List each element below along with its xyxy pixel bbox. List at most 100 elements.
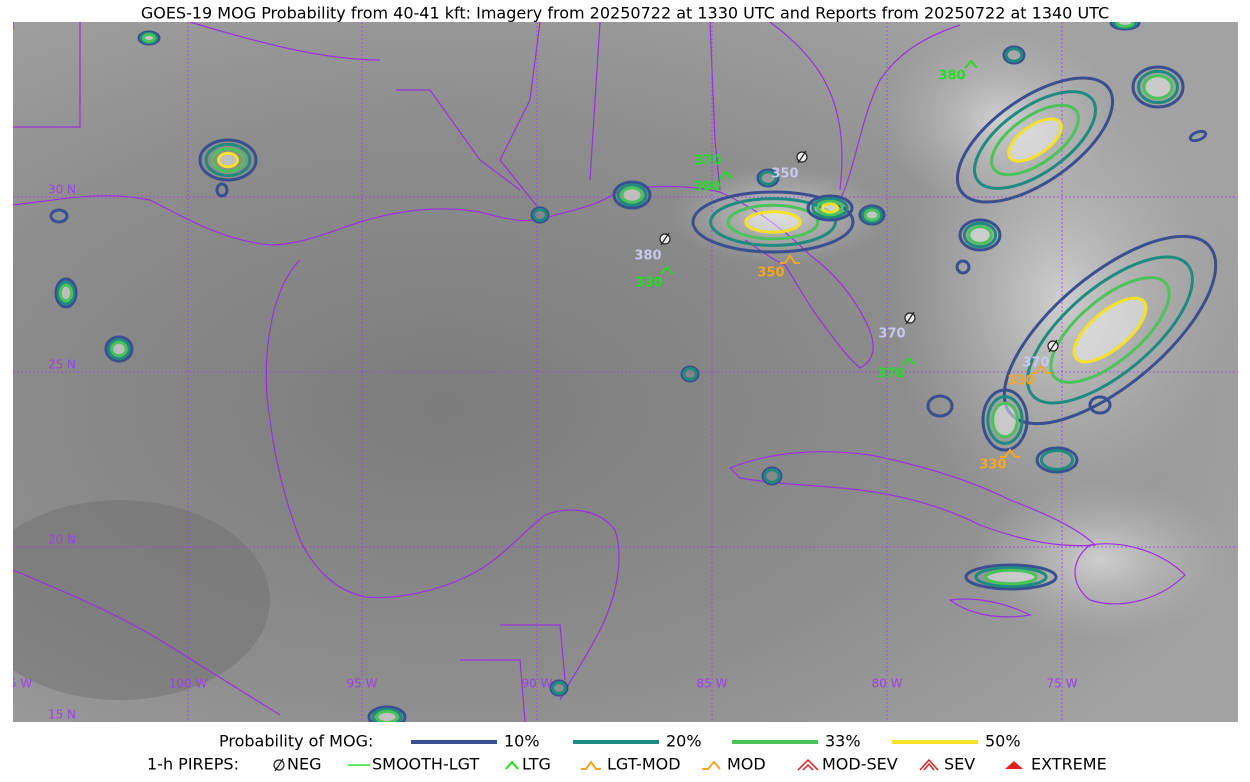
contour [682,367,698,381]
legend-label: 33% [825,732,861,751]
contour [620,186,644,204]
contour [371,707,403,722]
pirep-label: 350 [757,266,784,281]
contour [1115,22,1135,28]
coastline [839,24,961,201]
legend-label: LGT-MOD [607,755,681,774]
lon-label: 105 W [0,677,32,691]
pirep-icon [797,758,819,771]
contour [1142,74,1174,100]
lon-label: 80 W [872,677,903,691]
contour [806,194,854,222]
contour [758,170,778,186]
legend-label: MOD-SEV [822,755,898,774]
coastline [728,451,1097,547]
neg-slash [1048,339,1058,353]
contour [958,218,1002,252]
pirep-label: 370 [1022,356,1049,371]
contour [141,33,157,43]
sev-icon [923,762,935,771]
contour [1072,296,1148,364]
pirep-icon [1031,364,1051,374]
legend-label: SMOOTH-LGT [372,755,479,774]
pirep-icon [904,311,916,325]
ltg-icon [902,356,916,366]
contour [967,225,993,245]
legend-label: 10% [504,732,540,751]
legend-title: 1-h PIREPS: [147,755,239,774]
contour [709,197,837,247]
contour [1002,45,1026,65]
pirep-icon [919,758,939,771]
contour [926,394,954,418]
contour [1035,446,1079,474]
pirep-label: 370 [694,154,721,169]
pirep-icon [505,760,519,770]
contour [551,681,567,695]
pirep-icon [702,760,721,770]
neg-slash [660,232,670,246]
contour [1088,395,1112,415]
ltg-icon [964,59,978,69]
pirep-icon [719,170,733,180]
lat-label: 30 N [48,183,76,197]
cloud-bright [970,480,1230,640]
contour [375,709,399,722]
pirep-icon [660,265,674,275]
lgtmod-icon [1031,364,1051,374]
extreme-icon [1005,761,1023,769]
contour [863,208,881,222]
contour [532,208,548,222]
legend-label: 20% [666,732,702,751]
lon-label: 100 W [169,677,208,691]
modsev-icon [797,758,819,771]
contour [549,679,569,697]
title: GOES-19 MOG Probability from 40-41 kft: … [141,4,1109,23]
pirep-label: 330 [979,458,1006,473]
legend-label: SEV [944,755,975,774]
pirep-label: 380 [634,249,661,264]
lon-label: 85 W [697,677,728,691]
cloud-dark [13,500,270,700]
pirep-reports: 350 380 370 370 380 370 300 330 370 350 330 330 [634,59,1059,473]
lgtmod-icon [780,254,800,264]
contour [761,466,783,486]
contour [198,138,258,182]
lat-label: 25 N [48,358,76,372]
contour [107,338,131,360]
contour [1049,276,1171,384]
pirep-icon [1000,448,1020,458]
contour [204,142,252,178]
contour [861,206,883,224]
legend-title: Probability of MOG: [219,732,373,751]
pirep-label: 350 [771,167,798,182]
contour [955,259,971,275]
legend-label: NEG [287,755,321,774]
lon-label: 90 W [522,677,553,691]
contour [54,277,78,309]
contour [756,168,780,188]
contour [964,563,1058,591]
ltg-icon [660,265,674,275]
legend-label: 50% [985,732,1021,751]
legend-label: MOD [727,755,766,774]
pirep-icon [1047,339,1059,353]
ltg-icon [505,760,519,770]
lat-label: 20 N [48,533,76,547]
contour [367,705,407,722]
lon-label: 95 W [347,677,378,691]
contour [612,180,652,210]
pirep-icon [796,150,808,164]
cloud-bright [880,30,1120,210]
lgtmod-icon [581,760,601,770]
graticule-labels: 30 N 25 N 20 N 15 N 105 W 100 W 95 W 90 W 85 W 80… [0,183,1078,722]
neg-slash [797,150,807,164]
contour [680,365,700,383]
contour [821,202,839,214]
modsev-icon [802,763,814,771]
sev-icon [919,758,939,771]
mod-icon [702,760,721,770]
pirep-label: 330 [1007,374,1034,389]
probability-contours [49,22,1218,722]
